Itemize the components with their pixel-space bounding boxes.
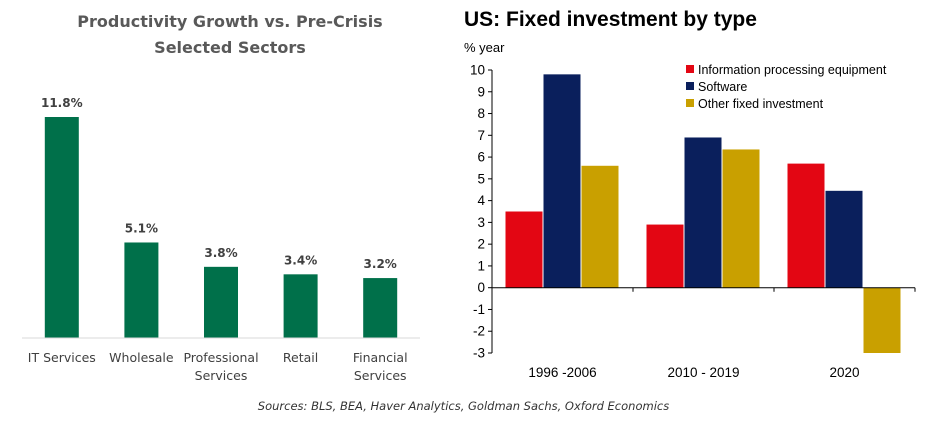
category-label: Financial bbox=[353, 350, 408, 365]
y-tick-label: 10 bbox=[470, 63, 485, 78]
bar bbox=[863, 287, 901, 353]
bar bbox=[363, 278, 398, 338]
category-label: 2010 - 2019 bbox=[667, 365, 739, 380]
bar bbox=[543, 74, 581, 288]
y-tick-label: 5 bbox=[477, 171, 485, 186]
y-tick-label: 8 bbox=[477, 106, 485, 121]
bar bbox=[722, 149, 760, 288]
legend-swatch bbox=[686, 82, 694, 90]
category-label: Services bbox=[195, 368, 248, 383]
y-tick-label: 2 bbox=[477, 237, 485, 252]
legend-label: Information processing equipment bbox=[698, 63, 887, 77]
bar bbox=[44, 117, 79, 338]
y-tick-label: 1 bbox=[477, 258, 485, 273]
legend-swatch bbox=[686, 65, 694, 73]
data-label: 5.1% bbox=[125, 221, 158, 235]
fixed-investment-chart: US: Fixed investment by type % year 10 9 8… bbox=[450, 0, 927, 395]
y-tick-label: 0 bbox=[477, 280, 485, 295]
left-chart-plot: 11.8% IT Services 5.1% Wholesale 3.8% Profess… bbox=[22, 96, 420, 383]
y-tick-label: 9 bbox=[477, 84, 485, 99]
y-tick-label: 6 bbox=[477, 150, 485, 165]
y-axis-unit-label: % year bbox=[464, 40, 505, 55]
data-label: 3.2% bbox=[364, 257, 397, 271]
category-label: 2020 bbox=[829, 365, 859, 380]
productivity-growth-chart: Productivity Growth vs. Pre-Crisis Selec… bbox=[0, 0, 445, 395]
source-note: Sources: BLS, BEA, Haver Analytics, Gold… bbox=[257, 399, 670, 413]
y-tick-label: -1 bbox=[473, 302, 485, 317]
data-label: 3.8% bbox=[204, 246, 237, 260]
bar bbox=[204, 266, 238, 338]
bar bbox=[646, 224, 684, 288]
y-tick-label: -2 bbox=[473, 324, 485, 339]
bar bbox=[787, 163, 825, 288]
left-chart-subtitle: Selected Sectors bbox=[154, 38, 306, 57]
bar bbox=[124, 242, 159, 338]
left-chart-title: Productivity Growth vs. Pre-Crisis bbox=[77, 12, 383, 31]
bar bbox=[505, 211, 543, 288]
bar bbox=[283, 274, 318, 338]
category-label: Professional bbox=[183, 350, 258, 365]
legend-label: Other fixed investment bbox=[698, 97, 824, 111]
category-label: 1996 -2006 bbox=[528, 365, 596, 380]
category-label: Retail bbox=[283, 350, 318, 365]
data-label: 11.8% bbox=[41, 96, 83, 110]
legend-label: Software bbox=[698, 80, 747, 94]
bar bbox=[825, 190, 863, 288]
y-tick-label: 4 bbox=[477, 193, 485, 208]
category-label: Services bbox=[354, 368, 407, 383]
legend-swatch bbox=[686, 99, 694, 107]
data-label: 3.4% bbox=[284, 253, 317, 267]
right-chart-title: US: Fixed investment by type bbox=[464, 8, 757, 31]
bar bbox=[684, 137, 722, 288]
category-label: IT Services bbox=[28, 350, 96, 365]
y-tick-label: 3 bbox=[477, 215, 485, 230]
y-tick-label: 7 bbox=[477, 128, 485, 143]
y-tick-label: -3 bbox=[473, 346, 485, 361]
bar bbox=[581, 165, 619, 288]
category-label: Wholesale bbox=[109, 350, 174, 365]
